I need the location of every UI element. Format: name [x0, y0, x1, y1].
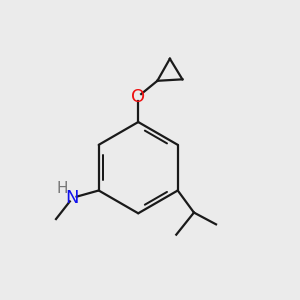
- Text: O: O: [131, 88, 145, 106]
- Text: H: H: [57, 181, 68, 196]
- Text: N: N: [65, 189, 79, 207]
